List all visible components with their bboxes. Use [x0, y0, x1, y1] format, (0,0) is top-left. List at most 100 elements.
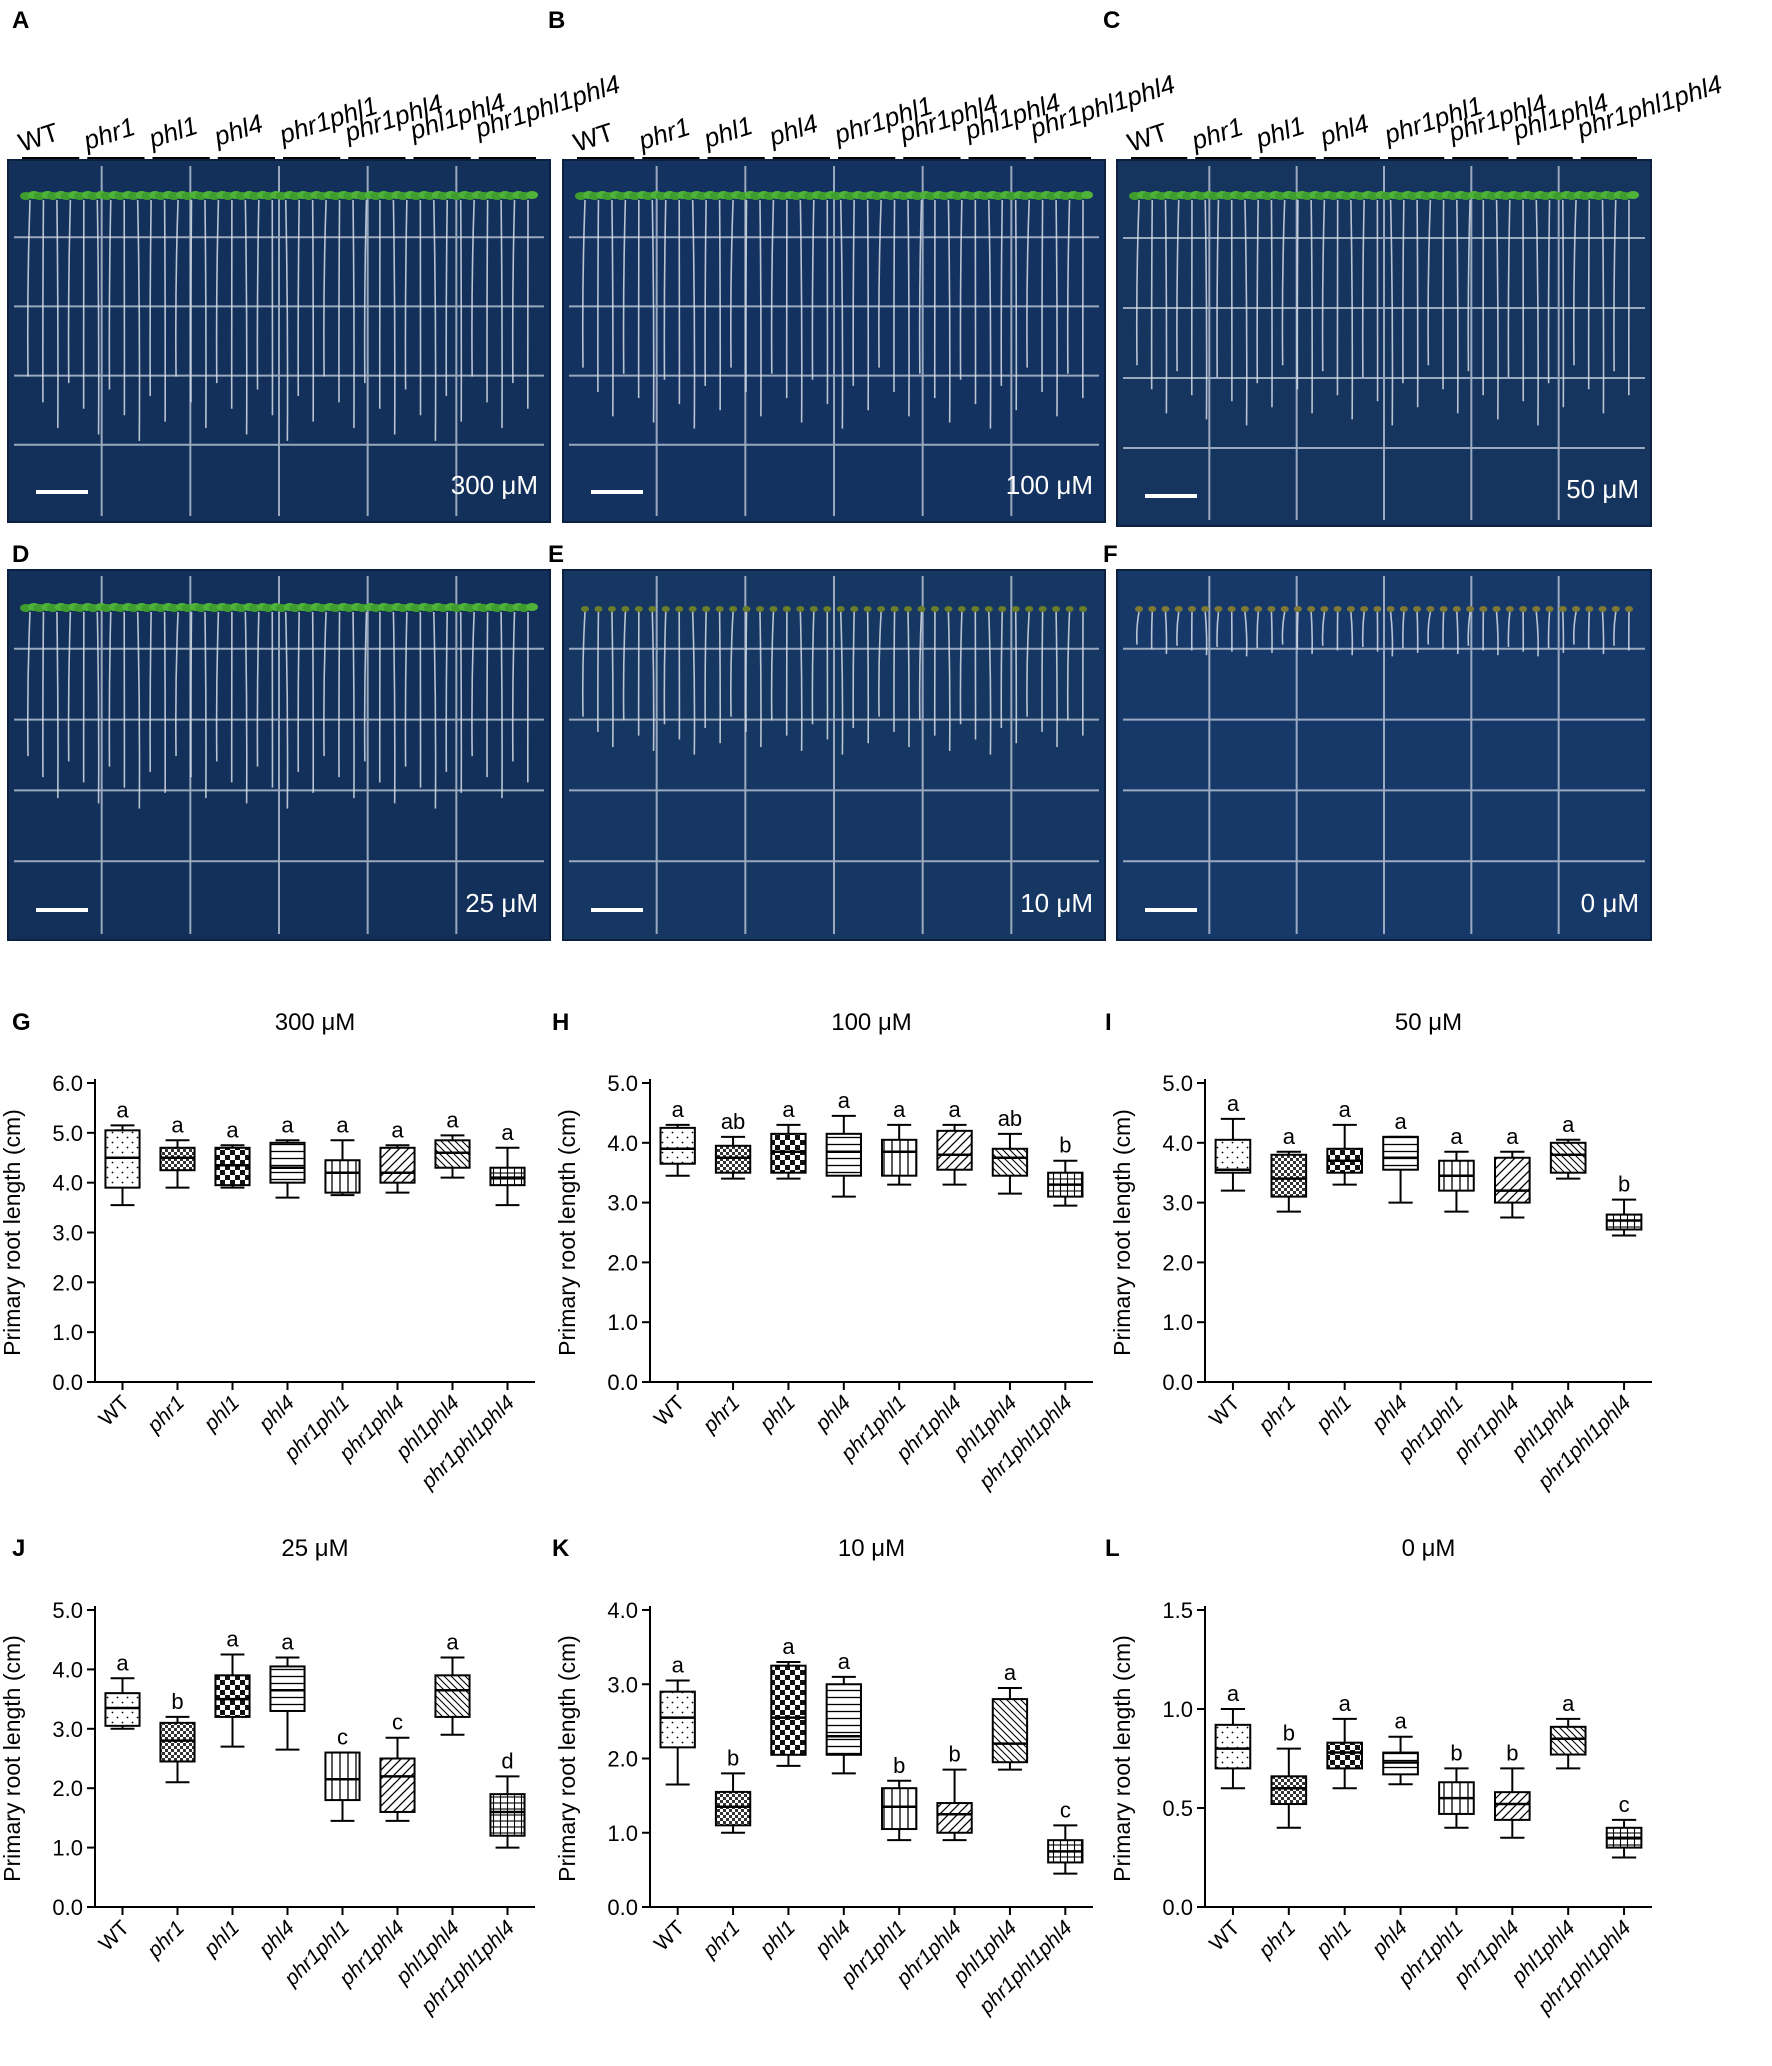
box-phr1phl1phl4: b [1605, 1172, 1643, 1237]
box-iqr [825, 1132, 862, 1177]
x-tick-label: phl1 [1311, 1391, 1356, 1436]
box-phl4: a [1382, 1109, 1419, 1204]
significance-letter: a [1562, 1112, 1575, 1137]
chart-title: 0 μM [1402, 1535, 1456, 1562]
seedlings [20, 603, 538, 809]
seedlings [575, 191, 1093, 429]
box-phl1phl4: a [434, 1107, 471, 1179]
significance-letter: a [1339, 1097, 1352, 1122]
box-iqr [1270, 1153, 1308, 1198]
box-phl4: a [269, 1112, 306, 1199]
y-tick-label: 0.0 [52, 1370, 83, 1395]
box-phl1: a [1326, 1691, 1364, 1790]
concentration-label: 50 μM [1566, 474, 1639, 504]
box-iqr [1493, 1156, 1531, 1204]
genotype-label: phl4 [209, 108, 266, 152]
box-iqr [1605, 1213, 1643, 1231]
chart-title: 300 μM [275, 1009, 356, 1036]
y-tick-label: 6.0 [52, 1071, 83, 1096]
y-axis-label: Primary root length (cm) [0, 1109, 25, 1356]
significance-letter: b [1283, 1721, 1295, 1746]
x-tick-label: phr1 [698, 1916, 745, 1963]
x-tick-label: phl1 [199, 1916, 244, 1961]
box-phl4: a [825, 1649, 862, 1775]
concentration-label: 100 μM [1006, 470, 1093, 500]
y-tick-label: 4.0 [607, 1598, 638, 1623]
significance-letter: a [1283, 1124, 1296, 1149]
y-tick-label: 0.0 [1162, 1370, 1193, 1395]
box-phl1: a [214, 1627, 251, 1748]
significance-letter: ab [998, 1106, 1022, 1131]
genotype-header: WT phr1 phl1 phl4 phr1phl1phr1phl4phl1phl4ph… [570, 69, 1179, 159]
box-iqr [770, 1664, 807, 1756]
box-wt: a [104, 1097, 141, 1207]
y-tick-label: 3.0 [1162, 1191, 1193, 1216]
box-phr1phl4: b [1493, 1740, 1531, 1839]
y-tick-label: 4.0 [1162, 1131, 1193, 1156]
x-tick-label: phl4 [254, 1391, 299, 1436]
y-tick-label: 4.0 [52, 1171, 83, 1196]
genotype-label: phl4 [764, 108, 821, 152]
x-tick-label: WT [650, 1916, 689, 1955]
y-tick-label: 0.0 [52, 1895, 83, 1920]
chart-panels: G 300 μM 0.0 1.0 2.0 3.0 4.0 5.0 6.0 Primary root… [0, 1009, 1652, 2019]
panel-letter: C [1103, 7, 1120, 34]
chart-title: 100 μM [831, 1009, 912, 1036]
genotype-label: phl1 [144, 110, 201, 154]
box-phl1phl4: a [1549, 1112, 1587, 1180]
y-tick-label: 0.0 [1162, 1895, 1193, 1920]
genotype-label: WT [1124, 117, 1172, 158]
chart-title: 25 μM [281, 1535, 348, 1562]
significance-letter: a [1227, 1681, 1240, 1706]
chart-title: 10 μM [838, 1535, 905, 1562]
x-tick-label: phl1 [755, 1916, 800, 1961]
box-plot-i: I 50 μM 0.0 1.0 2.0 3.0 4.0 5.0 Primary root len… [1105, 1009, 1652, 1494]
significance-letter: a [1394, 1109, 1407, 1134]
y-tick-label: 3.0 [607, 1672, 638, 1697]
significance-letter: b [727, 1745, 739, 1770]
panel-letter: E [548, 541, 564, 568]
genotype-label: WT [15, 117, 63, 158]
significance-letter: b [893, 1753, 905, 1778]
significance-letter: a [1004, 1660, 1017, 1685]
box-phr1: a [1270, 1124, 1308, 1213]
box-phl1phl4: a [434, 1630, 471, 1736]
box-wt: a [659, 1097, 696, 1177]
y-tick-label: 0.0 [607, 1895, 638, 1920]
box-iqr [104, 1692, 141, 1727]
y-tick-label: 3.0 [607, 1191, 638, 1216]
box-iqr [936, 1802, 973, 1834]
box-iqr [269, 1141, 306, 1184]
y-tick-label: 5.0 [52, 1121, 83, 1146]
box-iqr [379, 1146, 416, 1184]
x-tick-label: phl1 [755, 1391, 800, 1436]
box-plot-j: J 25 μM 0.0 1.0 2.0 3.0 4.0 5.0 Primary root len… [0, 1535, 535, 2019]
box-phr1phl4: a [936, 1097, 973, 1186]
y-tick-label: 2.0 [52, 1270, 83, 1295]
box-phr1: b [714, 1745, 752, 1834]
seedlings [1135, 606, 1633, 657]
panel-letter: F [1103, 541, 1118, 568]
panel-letter: I [1105, 1009, 1112, 1036]
significance-letter: a [501, 1120, 514, 1145]
box-phr1phl1phl4: c [1047, 1797, 1084, 1875]
y-tick-label: 0.5 [1162, 1796, 1193, 1821]
significance-letter: a [1227, 1091, 1240, 1116]
y-axis-label: Primary root length (cm) [554, 1109, 580, 1356]
box-plot-h: H 100 μM 0.0 1.0 2.0 3.0 4.0 5.0 Primary root le… [552, 1009, 1093, 1494]
x-tick-label: phr1 [142, 1916, 189, 1963]
box-phr1phl1: c [324, 1725, 361, 1822]
genotype-header: WT phr1 phl1 phl4 phr1phl1phr1phl4phl1phl4ph… [15, 69, 624, 159]
significance-letter: a [226, 1627, 239, 1652]
x-tick-label: WT [1205, 1391, 1244, 1430]
box-iqr [991, 1147, 1029, 1177]
x-tick-label: WT [1205, 1916, 1244, 1955]
significance-letter: a [1450, 1124, 1463, 1149]
panel-letter: G [12, 1009, 31, 1036]
box-wt: a [1214, 1681, 1252, 1790]
y-tick-label: 5.0 [1162, 1071, 1193, 1096]
box-iqr [1270, 1775, 1308, 1806]
concentration-label: 300 μM [451, 470, 538, 500]
y-tick-label: 3.0 [52, 1221, 83, 1246]
